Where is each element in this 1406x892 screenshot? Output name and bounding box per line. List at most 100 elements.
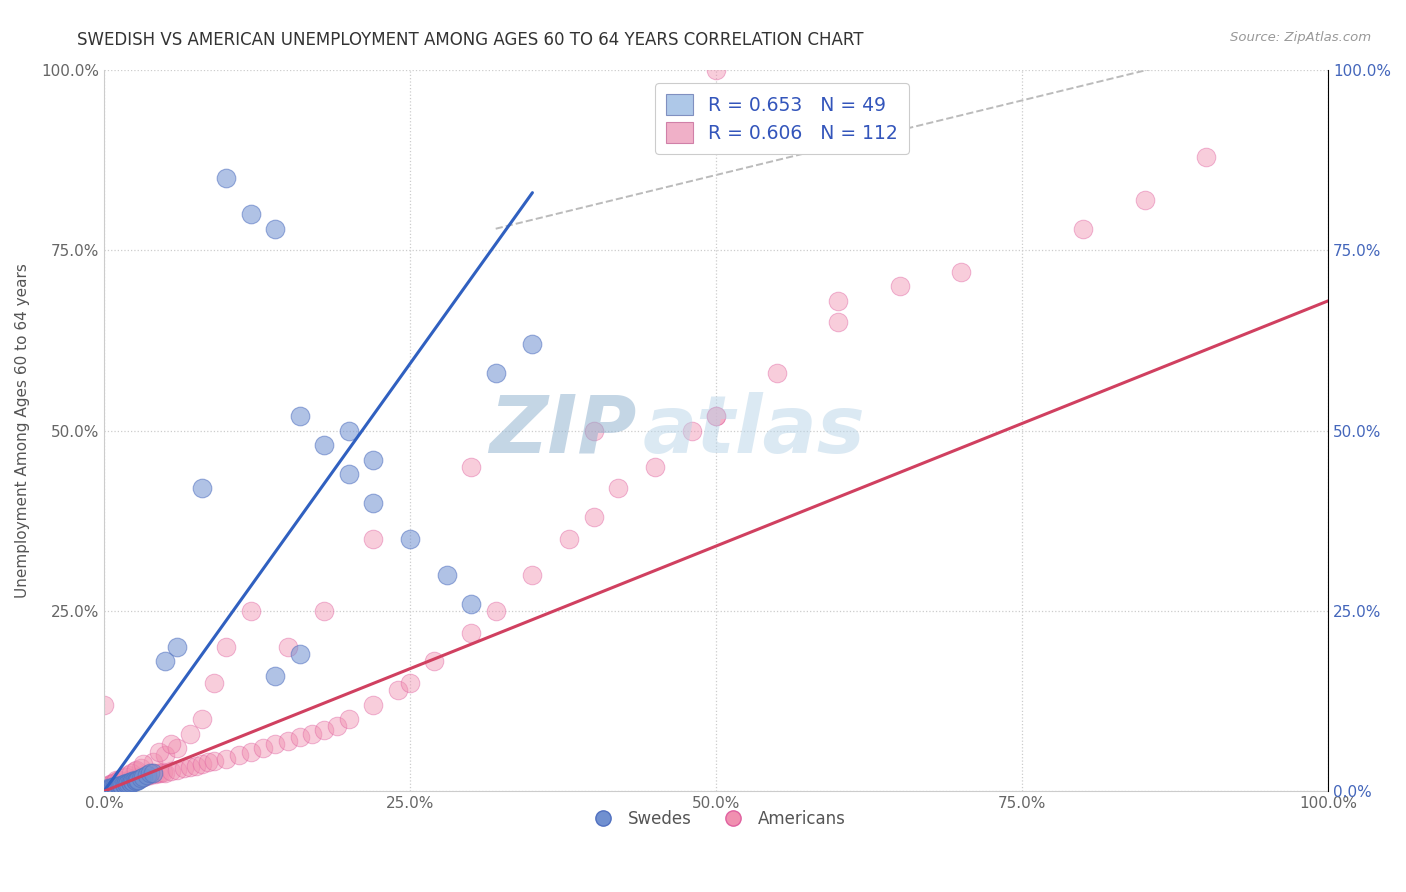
Point xyxy=(288,647,311,661)
Point xyxy=(122,772,145,787)
Point xyxy=(142,756,165,770)
Point xyxy=(117,768,139,782)
Point xyxy=(125,774,148,789)
Point xyxy=(110,776,132,790)
Point xyxy=(436,568,458,582)
Point xyxy=(101,778,124,792)
Point xyxy=(361,532,384,546)
Point xyxy=(704,63,727,78)
Point xyxy=(399,532,422,546)
Text: ZIP: ZIP xyxy=(489,392,637,470)
Point xyxy=(889,279,911,293)
Point xyxy=(166,763,188,777)
Point xyxy=(228,748,250,763)
Point xyxy=(128,770,150,784)
Point xyxy=(766,366,789,380)
Point xyxy=(125,763,148,777)
Point xyxy=(100,779,122,793)
Point xyxy=(105,780,128,794)
Point xyxy=(105,778,128,792)
Point xyxy=(125,771,148,785)
Point xyxy=(949,265,972,279)
Point xyxy=(361,698,384,712)
Point xyxy=(239,207,262,221)
Point xyxy=(191,712,214,726)
Point xyxy=(98,777,121,791)
Point xyxy=(111,772,134,786)
Point xyxy=(139,767,162,781)
Point xyxy=(704,409,727,424)
Point xyxy=(132,770,155,784)
Point xyxy=(120,766,142,780)
Point xyxy=(184,759,207,773)
Point xyxy=(94,780,117,795)
Point xyxy=(460,625,482,640)
Point xyxy=(239,745,262,759)
Point xyxy=(114,774,136,789)
Point xyxy=(112,775,135,789)
Point xyxy=(423,655,446,669)
Point xyxy=(104,775,127,789)
Point xyxy=(118,772,141,787)
Point xyxy=(460,459,482,474)
Point xyxy=(118,775,141,789)
Point xyxy=(139,766,162,780)
Point xyxy=(252,741,274,756)
Point xyxy=(136,767,159,781)
Point xyxy=(97,781,120,796)
Point xyxy=(98,779,121,793)
Point xyxy=(100,780,122,795)
Point xyxy=(107,777,129,791)
Point xyxy=(103,779,125,793)
Point xyxy=(827,293,849,308)
Point xyxy=(704,409,727,424)
Point xyxy=(361,496,384,510)
Point xyxy=(173,761,195,775)
Point xyxy=(264,221,287,235)
Point xyxy=(103,775,125,789)
Point xyxy=(197,756,219,770)
Point xyxy=(146,765,169,780)
Point xyxy=(115,775,138,789)
Point xyxy=(132,756,155,771)
Point xyxy=(522,337,544,351)
Point xyxy=(644,459,666,474)
Point xyxy=(121,774,143,789)
Point xyxy=(152,764,174,779)
Point xyxy=(314,723,336,737)
Point xyxy=(325,719,347,733)
Point xyxy=(104,779,127,793)
Point xyxy=(215,752,238,766)
Point xyxy=(337,424,360,438)
Point xyxy=(142,766,165,780)
Point xyxy=(115,777,138,791)
Point xyxy=(115,770,138,784)
Point xyxy=(191,481,214,495)
Point xyxy=(288,409,311,424)
Point xyxy=(110,778,132,792)
Point xyxy=(301,726,323,740)
Point xyxy=(129,772,152,786)
Point xyxy=(149,766,172,780)
Point xyxy=(127,772,149,786)
Point xyxy=(114,778,136,792)
Point xyxy=(98,781,121,796)
Point xyxy=(93,698,115,712)
Point xyxy=(127,773,149,788)
Point xyxy=(264,738,287,752)
Point xyxy=(288,730,311,744)
Point xyxy=(215,640,238,654)
Point xyxy=(115,775,138,789)
Point xyxy=(1071,221,1094,235)
Point xyxy=(124,772,146,786)
Legend: Swedes, Americans: Swedes, Americans xyxy=(579,804,853,835)
Point xyxy=(166,741,188,756)
Point xyxy=(387,683,409,698)
Point xyxy=(314,604,336,618)
Point xyxy=(202,754,225,768)
Point xyxy=(148,745,170,759)
Point xyxy=(191,756,214,771)
Point xyxy=(314,438,336,452)
Point xyxy=(153,655,176,669)
Point xyxy=(108,779,131,793)
